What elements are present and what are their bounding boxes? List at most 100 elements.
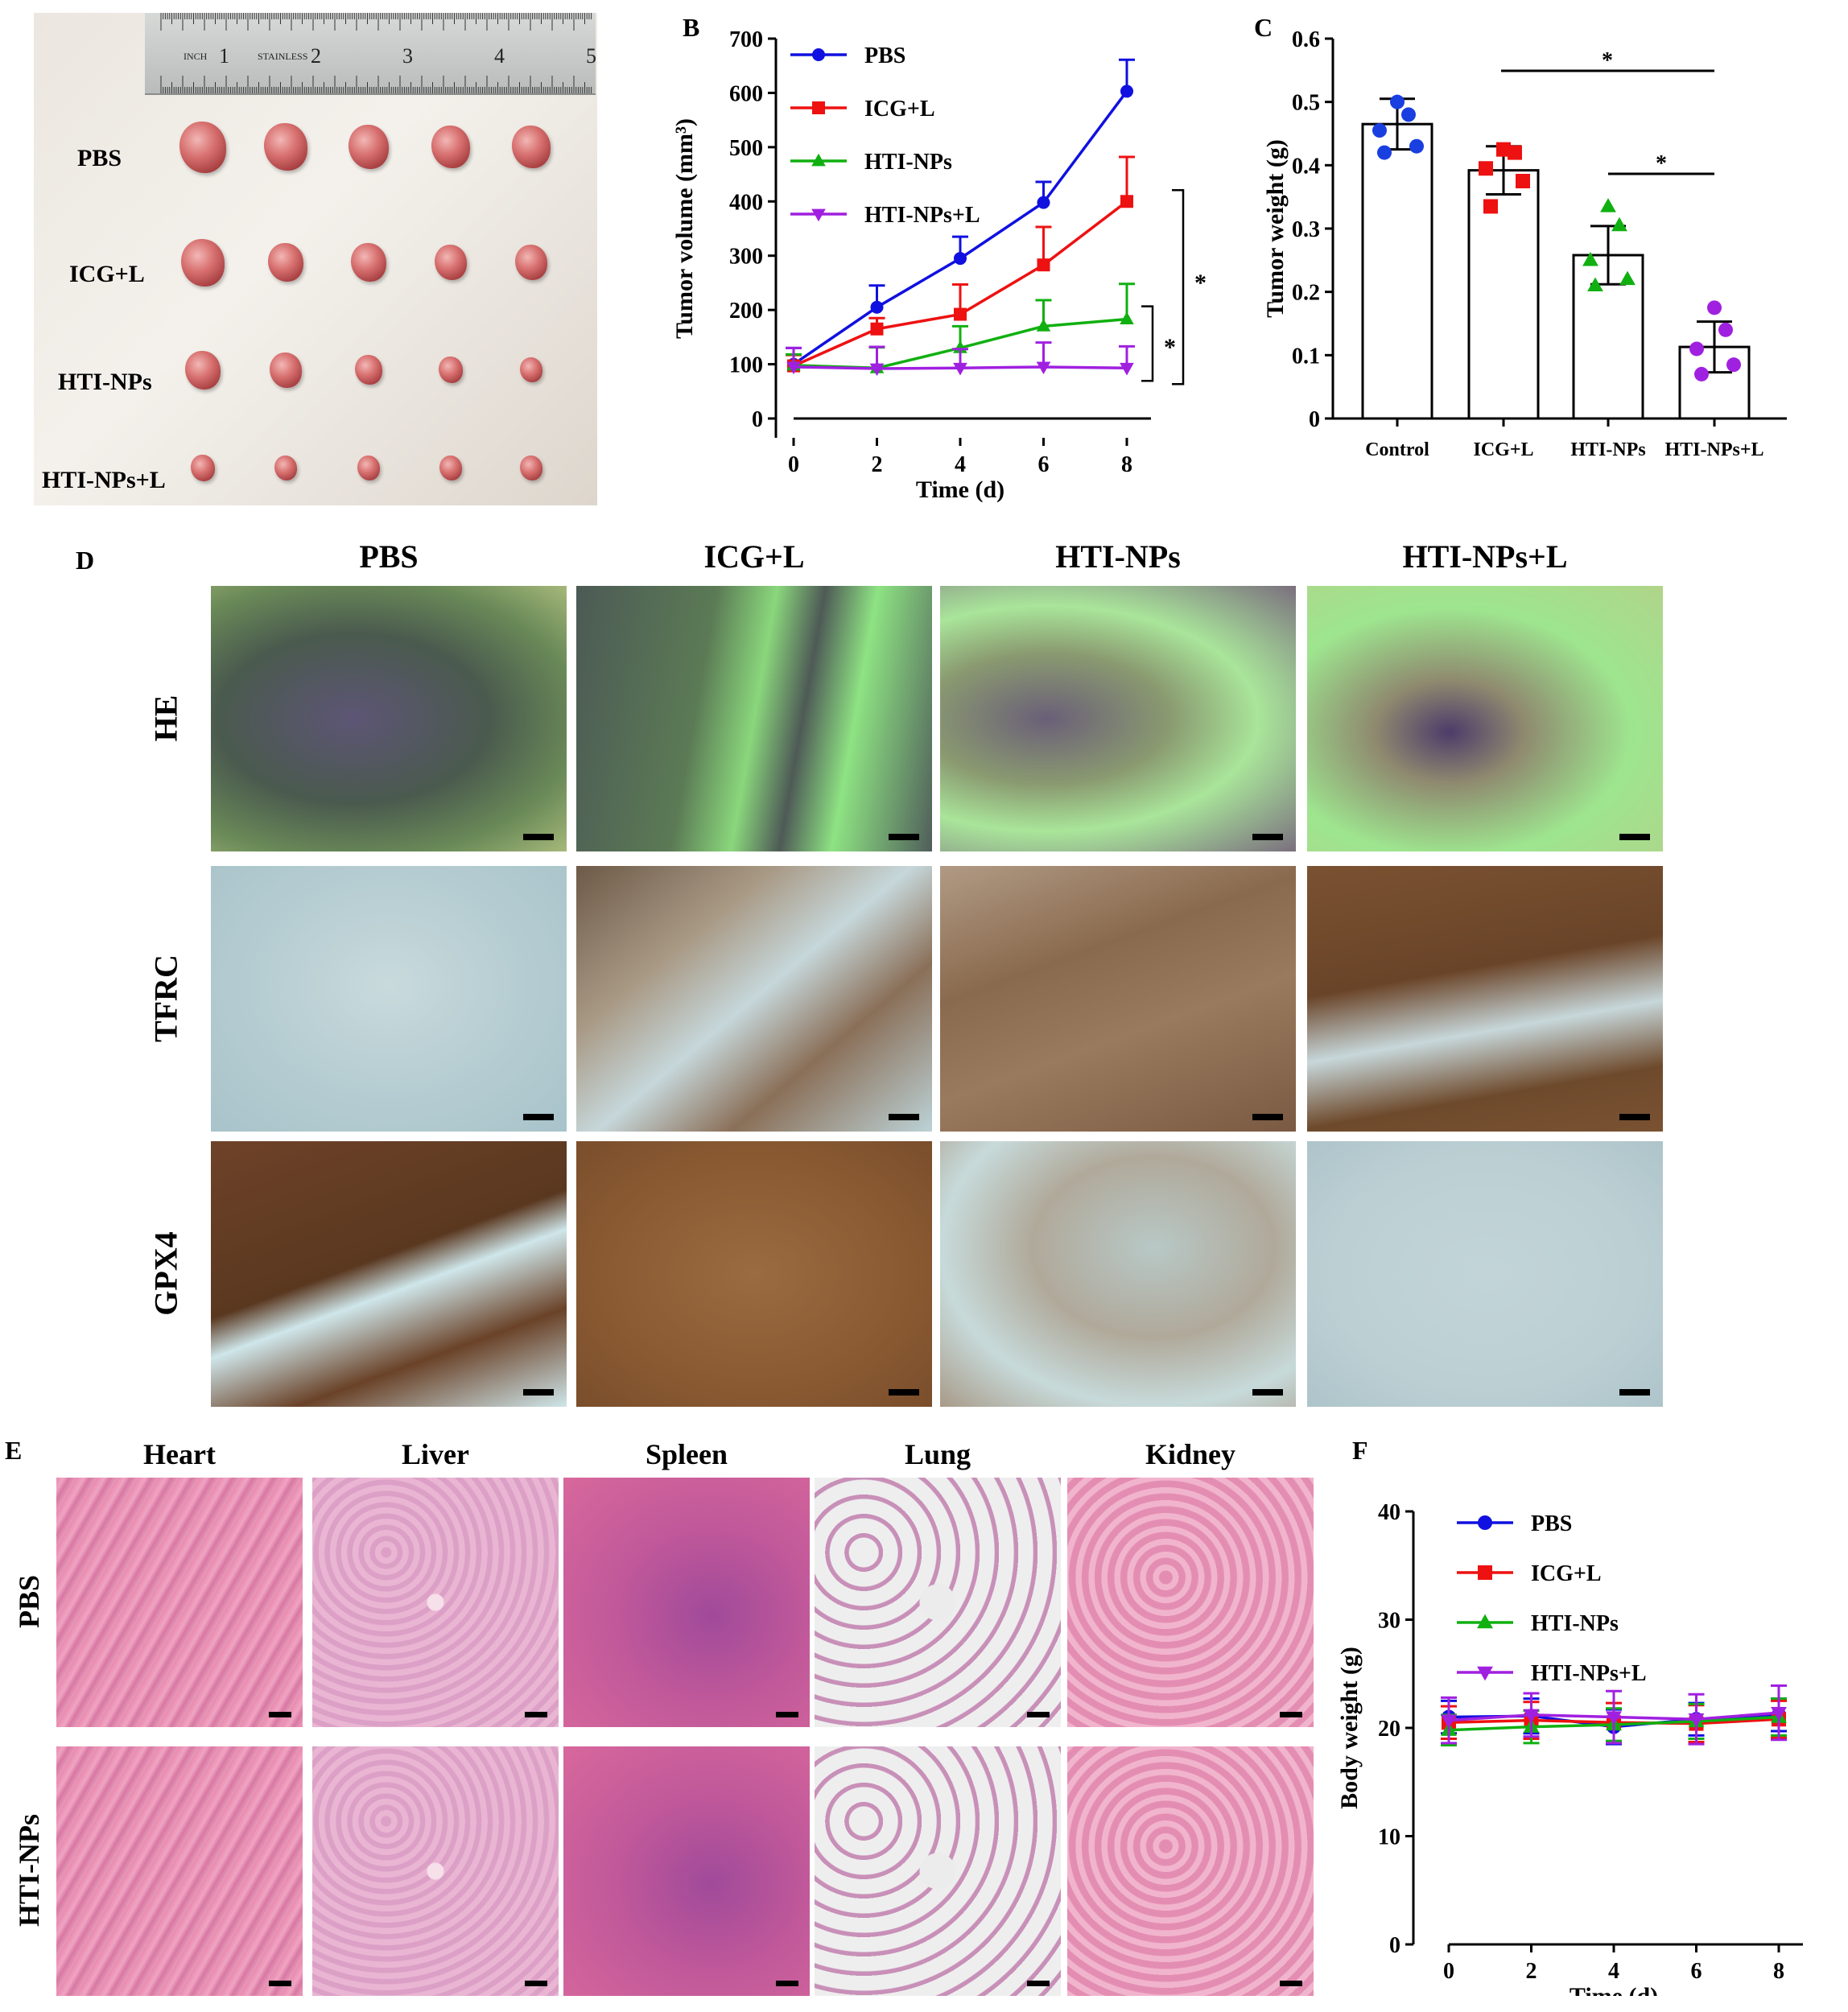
ruler-brand: STAINLESS (258, 51, 307, 62)
scale-bar (269, 1712, 291, 1717)
scale-bar (889, 834, 919, 840)
ruler: 1 2 3 4 5 INCH STAINLESS (145, 13, 596, 95)
group-label-pbs: PBS (77, 145, 122, 171)
column-header-pbs: PBS (359, 538, 419, 575)
x-axis-label: Time (d) (916, 476, 1004, 503)
tumor-specimen (351, 243, 386, 282)
x-tick-label: 0 (1443, 1959, 1454, 1984)
legend-label: HTI-NPs+L (864, 203, 980, 228)
data-point (1694, 366, 1709, 381)
scale-bar (1252, 1114, 1283, 1120)
y-tick-label: 300 (729, 245, 763, 270)
legend-label: PBS (1531, 1511, 1572, 1536)
tumor-specimen (191, 455, 215, 481)
tumor-specimen (435, 245, 467, 280)
tumor-weight-chart: 0 0.1 0.2 0.3 0.4 0.5 0.6 Tumor weight (g) Contr… (1262, 27, 1787, 460)
ihc-image-tfrc-hti-nps (940, 866, 1296, 1132)
significance-star: * (1656, 151, 1667, 176)
group-label-icg-l: ICG+L (69, 261, 145, 287)
legend-marker (1477, 1614, 1493, 1629)
y-tick-label: 600 (729, 81, 763, 106)
data-point (869, 363, 885, 377)
data-point (1479, 161, 1493, 176)
y-tick-label: 0 (752, 407, 763, 432)
ihc-image-gpx4-hti-nps (940, 1141, 1296, 1407)
x-tick-label: HTI-NPs+L (1664, 439, 1763, 460)
ihc-image-tfrc-pbs (211, 866, 567, 1132)
scale-bar (1280, 1712, 1302, 1717)
tumor-specimen (355, 355, 382, 385)
data-point (1372, 123, 1387, 138)
organ-header-kidney: Kidney (1145, 1438, 1236, 1470)
y-tick-label: 0 (1389, 1933, 1400, 1958)
x-tick-label: 6 (1691, 1959, 1702, 1984)
significance-bracket (1172, 189, 1185, 385)
ruler-number: 5 (586, 44, 596, 68)
tumor-specimen (431, 126, 470, 168)
data-point (1600, 198, 1616, 212)
ihc-image-he-icg-l (576, 586, 932, 851)
y-tick-label: 10 (1378, 1825, 1400, 1850)
tumor-specimen (439, 456, 462, 480)
tumor-specimen (349, 125, 389, 169)
tumor-specimen (520, 357, 542, 382)
y-tick-label: 100 (729, 353, 763, 378)
y-tick-label: 0.5 (1292, 91, 1320, 116)
y-tick-label: 0 (1309, 407, 1320, 432)
data-point (870, 300, 884, 314)
x-tick-label: Control (1365, 439, 1429, 460)
data-point (786, 361, 801, 375)
ruler-number: 1 (219, 44, 229, 68)
ruler-unit: INCH (184, 51, 208, 62)
organ-image-hti-nps-lung (815, 1746, 1061, 1996)
data-point (1390, 94, 1405, 109)
legend-label: PBS (864, 43, 905, 68)
panel-d-label: D (76, 546, 95, 575)
data-point (1496, 142, 1511, 157)
x-tick-label: 8 (1121, 452, 1132, 477)
bar-group-icg-l (1467, 142, 1540, 420)
data-point (1611, 216, 1627, 232)
ihc-image-tfrc-icg-l (576, 866, 932, 1132)
ruler-number: 2 (311, 44, 321, 68)
data-point (1726, 357, 1741, 373)
row-header-tfrc: TFRC (147, 954, 184, 1042)
legend-marker (1478, 1515, 1492, 1530)
y-tick-label: 700 (729, 27, 763, 52)
series-hti-nps-l (786, 341, 1135, 377)
tumor-specimen (439, 357, 463, 383)
tumor-specimen (270, 353, 302, 388)
legend-marker (1478, 1565, 1492, 1580)
data-point (1508, 145, 1522, 160)
legend-marker (811, 208, 826, 222)
panel-e-label: E (5, 1436, 23, 1465)
organ-image-pbs-lung (815, 1478, 1061, 1727)
ihc-image-he-pbs (211, 586, 567, 851)
scale-bar (1280, 1981, 1302, 1986)
data-point (1120, 195, 1133, 208)
scale-bar (889, 1389, 919, 1396)
tumor-specimen (512, 126, 551, 168)
y-tick-label: 0.6 (1292, 27, 1320, 52)
y-axis-label: Body weight (g) (1336, 1647, 1363, 1809)
x-tick-label: 2 (872, 452, 883, 477)
data-point (1707, 300, 1722, 315)
data-point (954, 307, 967, 321)
y-axis-label: Tumor volume (mm³) (671, 118, 698, 339)
group-label-hti-nps-l: HTI-NPs+L (42, 467, 166, 493)
data-point (1036, 361, 1051, 375)
scale-bar (1027, 1712, 1050, 1717)
y-tick-label: 20 (1378, 1717, 1400, 1742)
bar (1361, 122, 1433, 420)
x-tick-label: 0 (788, 452, 799, 477)
bar (1467, 169, 1540, 420)
panel-b-label: B (683, 13, 700, 42)
organ-image-pbs-kidney (1067, 1478, 1314, 1727)
column-header-hti-nps-l: HTI-NPs+L (1402, 538, 1568, 575)
organ-image-pbs-heart (56, 1478, 303, 1727)
data-point (954, 252, 967, 266)
x-axis-label: Time (d) (1570, 1983, 1658, 1996)
tumor-specimen (268, 243, 303, 282)
bar-group-control (1361, 94, 1433, 420)
organ-image-hti-nps-heart (56, 1746, 303, 1996)
